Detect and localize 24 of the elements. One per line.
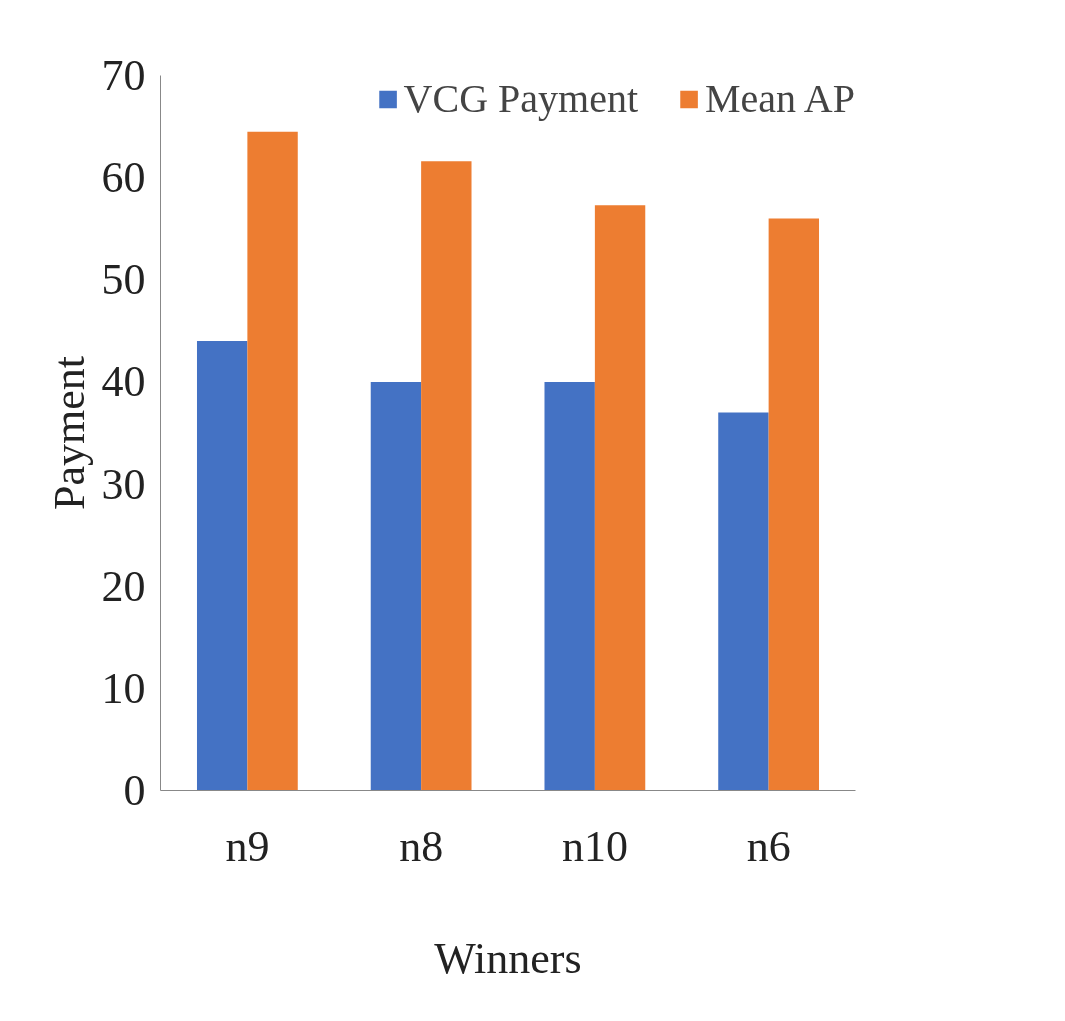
y-tick-label: 70: [101, 51, 146, 100]
y-tick-label: 30: [101, 459, 146, 509]
x-tick-label: n6: [746, 821, 791, 871]
y-tick-label: 40: [101, 357, 146, 407]
bar: [768, 218, 820, 791]
bar: [594, 205, 646, 791]
x-axis-title: Winners: [434, 933, 582, 983]
bar: [718, 412, 769, 791]
y-tick-label: 10: [101, 663, 146, 713]
x-tick-label: n10: [561, 821, 628, 871]
x-tick-label: n9: [225, 821, 270, 871]
y-tick-label: 50: [101, 255, 146, 305]
bar: [196, 341, 248, 791]
legend-label: VCG Payment: [403, 75, 638, 122]
bar: [247, 131, 298, 791]
y-tick-label: 20: [101, 561, 146, 611]
legend-label: Mean AP: [705, 75, 855, 122]
y-tick-label: 60: [101, 153, 146, 203]
bar: [544, 381, 595, 791]
y-axis-title: Payment: [44, 356, 94, 510]
bar: [370, 381, 422, 791]
bar: [421, 161, 472, 791]
x-tick-label: n8: [399, 821, 444, 871]
y-tick-label: 0: [123, 766, 146, 815]
